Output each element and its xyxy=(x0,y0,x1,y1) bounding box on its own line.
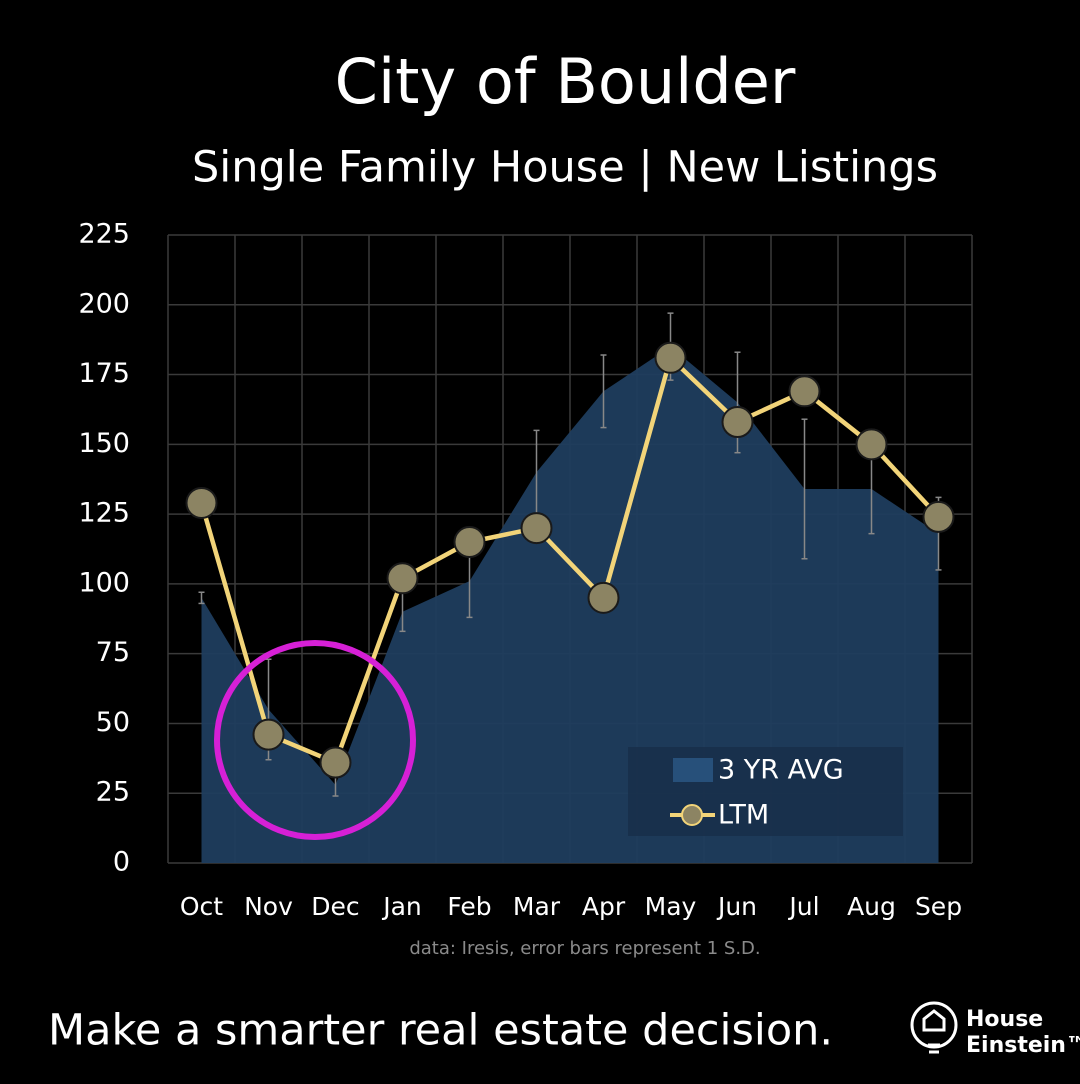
marker xyxy=(855,428,888,461)
plot-area: 0 25 50 75 100 125 150 175 200 225 Oct Nov Dec Jan Feb… xyxy=(78,219,973,921)
marker xyxy=(788,375,821,408)
y-tick-label: 0 xyxy=(113,847,130,878)
error-bar xyxy=(198,591,205,605)
y-tick-label: 225 xyxy=(78,219,130,250)
marker xyxy=(520,512,553,545)
tagline: Make a smarter real estate decision. xyxy=(48,1006,833,1056)
y-tick-label: 125 xyxy=(78,498,130,529)
x-tick-label: Jan xyxy=(381,892,422,921)
legend-label: 3 YR AVG xyxy=(718,755,844,786)
logo: House Einstein™ xyxy=(910,1001,1080,1058)
chart-title: City of Boulder xyxy=(335,45,796,118)
marker xyxy=(252,718,285,751)
x-tick-label: Dec xyxy=(311,892,359,921)
x-tick-label: Apr xyxy=(582,892,626,921)
legend-marker xyxy=(681,804,703,826)
marker xyxy=(587,581,620,614)
x-tick-label: Aug xyxy=(847,892,896,921)
logo-text: Einstein™ xyxy=(966,1033,1080,1058)
marker xyxy=(721,406,754,439)
legend-swatch xyxy=(673,758,713,782)
marker xyxy=(386,562,419,595)
chart-subtitle: Single Family House | New Listings xyxy=(192,143,938,193)
x-tick-label: Jul xyxy=(787,892,819,921)
logo-bulb xyxy=(910,1001,958,1049)
marker xyxy=(319,746,352,779)
highlight-circle xyxy=(214,640,416,840)
y-tick-label: 100 xyxy=(78,567,130,598)
source-note: data: Iresis, error bars represent 1 S.D… xyxy=(409,938,760,959)
marker xyxy=(654,341,687,374)
x-tick-label: Mar xyxy=(513,892,561,921)
marker xyxy=(922,500,955,533)
y-tick-label: 75 xyxy=(96,637,130,668)
y-tick-label: 25 xyxy=(96,777,130,808)
x-tick-label: Sep xyxy=(915,892,962,921)
marker xyxy=(185,486,218,519)
y-tick-label: 50 xyxy=(96,707,130,738)
area xyxy=(201,346,939,864)
legend-label: LTM xyxy=(718,800,769,831)
marker xyxy=(453,526,486,559)
x-tick-label: Oct xyxy=(180,892,223,921)
y-tick-label: 200 xyxy=(78,288,130,319)
x-tick-label: Jun xyxy=(716,892,757,921)
error-bar xyxy=(600,354,607,429)
logo-text: House xyxy=(966,1007,1043,1032)
y-tick-label: 175 xyxy=(78,358,130,389)
y-tick-label: 150 xyxy=(78,428,130,459)
x-tick-label: May xyxy=(645,892,697,921)
logo-house xyxy=(922,1009,946,1054)
error-bar xyxy=(801,418,808,560)
x-tick-label: Nov xyxy=(244,892,293,921)
x-tick-label: Feb xyxy=(447,892,491,921)
